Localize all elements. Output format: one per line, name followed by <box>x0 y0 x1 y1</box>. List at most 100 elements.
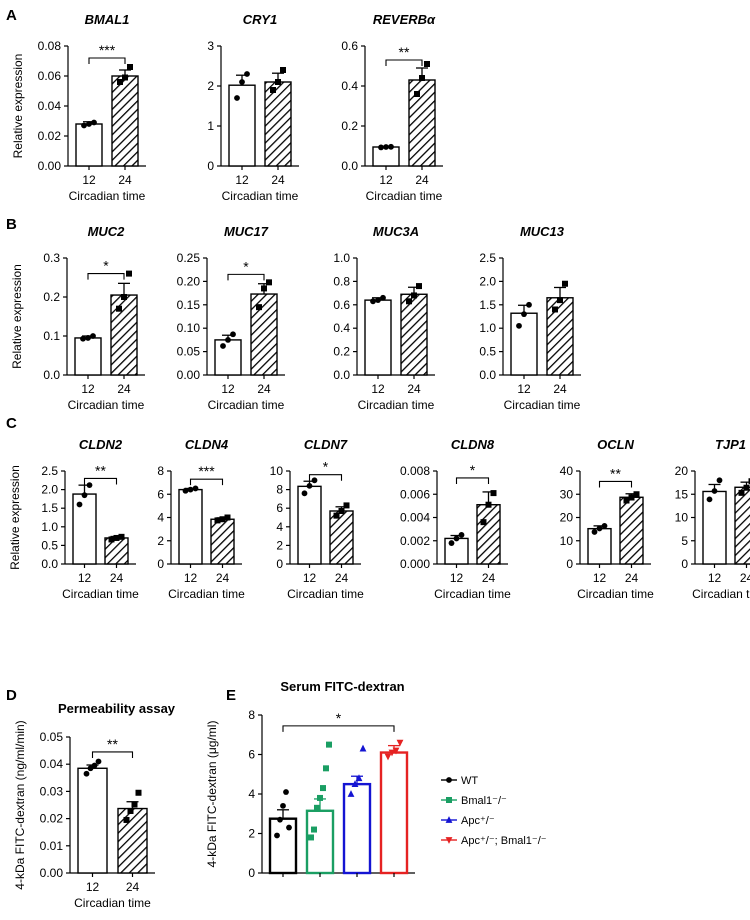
x-axis-label: Circadian time <box>434 587 511 601</box>
data-point <box>383 144 389 150</box>
y-tick-label: 8 <box>157 464 164 478</box>
bar <box>305 809 335 875</box>
significance-bracket <box>83 477 118 485</box>
data-point <box>453 535 460 542</box>
significance-label: * <box>336 710 342 726</box>
data-point <box>239 79 245 85</box>
data-point <box>411 292 417 299</box>
x-tick-label: 24 <box>257 382 271 396</box>
panel-letter-d: D <box>6 687 17 704</box>
data-point <box>244 71 250 77</box>
data-point <box>392 747 400 755</box>
y-tick-label: 0.6 <box>341 39 358 53</box>
y-tick-label: 0 <box>157 557 164 571</box>
data-point <box>601 522 608 529</box>
y-tick-label: 2.0 <box>41 483 58 497</box>
y-tick-label: 0.02 <box>40 812 64 826</box>
y-tick-label: 0.8 <box>333 274 350 288</box>
data-point <box>225 337 231 343</box>
y-axis-label: Relative expression <box>10 264 24 369</box>
legend-label: Bmal1⁻/⁻ <box>461 795 507 807</box>
data-point <box>526 301 532 308</box>
bar <box>104 537 129 565</box>
significance-bracket <box>598 480 633 488</box>
y-tick-label: 0.0 <box>333 368 350 382</box>
data-point <box>706 496 713 503</box>
bar <box>364 299 392 376</box>
y-tick-label: 0.0 <box>43 368 60 382</box>
bar <box>734 486 750 565</box>
y-tick-label: 0.2 <box>333 345 350 359</box>
data-point <box>743 484 750 491</box>
chart-b4: 0.0 0.5 1.0 1.5 2.0 2.5 12 24 MUC13 Circadian tim… <box>479 224 581 412</box>
data-point <box>91 762 98 769</box>
x-tick-label: 24 <box>740 571 750 585</box>
data-point <box>275 79 281 85</box>
data-point <box>448 540 455 546</box>
y-axis-label: 4-kDa FITC-dextran (ng/ml/min) <box>13 720 27 889</box>
x-tick-label: 24 <box>216 571 230 585</box>
y-tick-label: 10 <box>560 534 574 548</box>
bar <box>400 293 428 376</box>
data-point <box>116 305 122 312</box>
y-tick-label: 0.05 <box>40 730 64 744</box>
y-tick-label: 0.004 <box>400 511 430 525</box>
x-tick-label: 24 <box>271 173 285 187</box>
data-point <box>81 122 87 129</box>
x-tick-label: 12 <box>82 173 96 187</box>
data-point <box>286 824 292 831</box>
y-tick-label: 1.5 <box>41 501 58 515</box>
data-point <box>326 741 332 748</box>
y-tick-label: 0.03 <box>40 784 64 798</box>
data-point <box>359 744 367 752</box>
bar <box>210 518 235 565</box>
data-point <box>628 494 635 501</box>
significance-label: *** <box>99 42 116 58</box>
x-axis-label: Circadian time <box>577 587 654 601</box>
y-tick-label: 5 <box>681 534 688 548</box>
data-point <box>80 335 86 342</box>
significance-bracket <box>385 59 423 66</box>
bar <box>619 496 644 565</box>
data-point <box>320 785 326 792</box>
y-tick-label: 0.4 <box>333 321 350 335</box>
data-point <box>317 794 323 801</box>
data-point <box>378 144 384 151</box>
y-tick-label: 6 <box>248 748 255 762</box>
data-point <box>738 489 745 496</box>
y-tick-label: 0.04 <box>40 757 64 771</box>
bar <box>72 493 97 565</box>
y-tick-label: 8 <box>248 708 255 722</box>
data-point <box>234 95 240 101</box>
data-point <box>375 297 381 304</box>
legend-label: WT <box>461 775 478 787</box>
bar <box>117 807 148 874</box>
bar <box>408 79 436 167</box>
y-tick-label: 2.0 <box>479 274 496 288</box>
data-point <box>131 801 138 808</box>
data-point <box>314 804 320 811</box>
y-tick-label: 4 <box>248 787 255 801</box>
y-tick-label: 0.00 <box>38 159 62 173</box>
data-point <box>414 91 420 97</box>
y-tick-label: 1.0 <box>479 321 496 335</box>
bar <box>214 339 242 376</box>
data-point <box>552 306 558 313</box>
data-point <box>748 478 750 485</box>
x-tick-label: 12 <box>379 173 393 187</box>
y-tick-label: 0.00 <box>177 368 201 382</box>
data-point <box>76 501 83 508</box>
x-axis-label: Circadian time <box>74 896 151 910</box>
data-point <box>380 294 386 301</box>
bar <box>268 817 298 875</box>
chart-c4: 0.000 0.002 0.004 0.006 0.008 12 24 * CLDN8 Circa… <box>400 437 511 601</box>
y-tick-label: 1 <box>207 119 214 133</box>
y-tick-label: 0 <box>248 866 255 880</box>
bar <box>702 490 727 565</box>
y-tick-label: 0.01 <box>40 839 64 853</box>
y-tick-label: 2 <box>207 79 214 93</box>
chart-title: CLDN8 <box>451 437 495 452</box>
x-tick-label: 12 <box>81 382 95 396</box>
data-point <box>182 487 189 494</box>
data-point <box>623 497 630 504</box>
